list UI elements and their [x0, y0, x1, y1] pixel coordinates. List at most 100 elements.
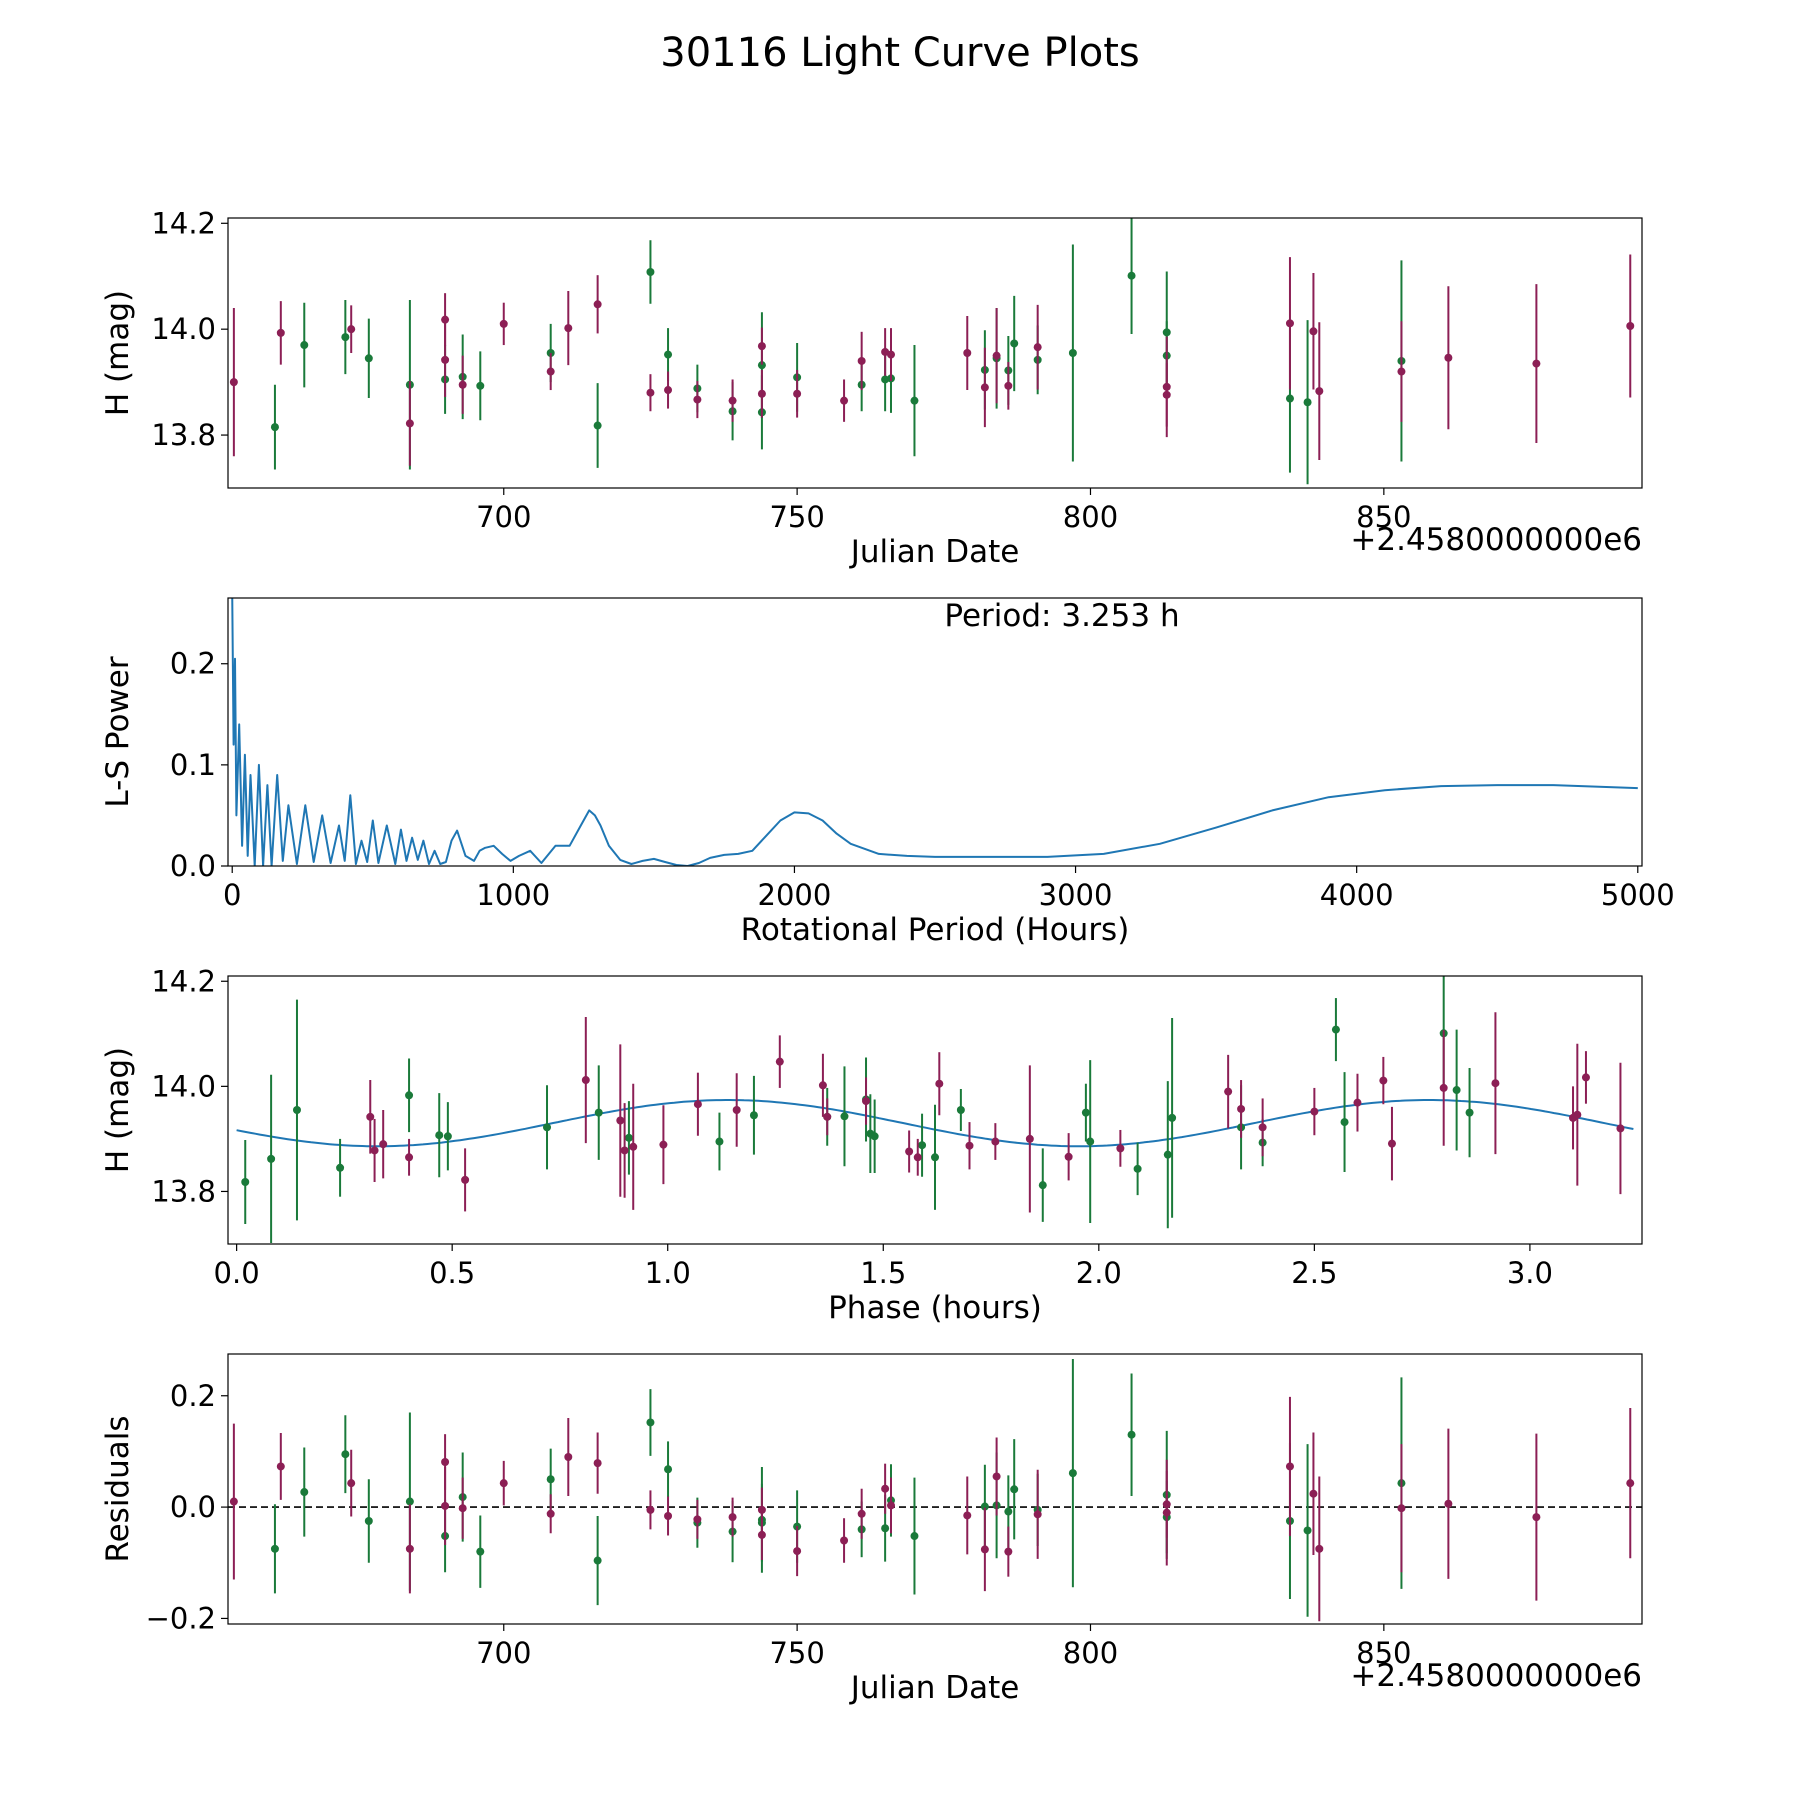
data-point [840, 396, 849, 405]
data-point [732, 1106, 741, 1114]
data-point [1315, 1544, 1324, 1553]
data-point [341, 1450, 350, 1459]
data-point [1397, 1504, 1406, 1513]
data-point [543, 1123, 552, 1132]
x-tick-label: 5000 [1601, 878, 1675, 912]
data-point [1038, 1181, 1047, 1190]
data-point [1237, 1104, 1246, 1113]
data-point [441, 355, 450, 364]
data-point [435, 1131, 444, 1140]
data-point [728, 1513, 737, 1522]
data-point [693, 395, 702, 404]
data-point [370, 1146, 379, 1155]
x-axis-offset: +2.4580000000e6 [1350, 522, 1642, 558]
data-point [1444, 353, 1453, 362]
x-tick-label: 2.0 [1076, 1256, 1122, 1290]
x-tick-label: 1000 [476, 878, 550, 912]
data-point [1162, 1508, 1171, 1517]
series-g [270, 218, 1406, 485]
data-point [980, 383, 989, 392]
data-point [818, 1081, 827, 1090]
data-point [1626, 322, 1635, 330]
x-tick-label: 3000 [1039, 878, 1113, 912]
data-point [443, 1132, 452, 1141]
data-point [886, 350, 895, 359]
data-point [1004, 381, 1013, 390]
data-point [270, 423, 279, 432]
data-point [646, 268, 655, 276]
y-tick-label: 0.2 [170, 1379, 216, 1413]
data-point [775, 1057, 784, 1066]
data-point [757, 361, 766, 370]
data-point [1068, 349, 1077, 357]
data-point [229, 378, 238, 387]
series-r [229, 1396, 1635, 1622]
data-point [405, 1153, 414, 1162]
data-point [1439, 1083, 1448, 1092]
data-point [1127, 271, 1136, 280]
data-point [405, 1544, 414, 1553]
data-point [646, 1505, 655, 1514]
x-tick-label: 800 [1063, 1636, 1118, 1670]
x-tick-label: 3.0 [1507, 1256, 1553, 1290]
data-point [1086, 1137, 1095, 1146]
data-point [1162, 382, 1171, 391]
data-point [664, 386, 673, 395]
x-axis-label: Julian Date [849, 1670, 1020, 1706]
data-point [1387, 1139, 1396, 1148]
data-point [1258, 1123, 1267, 1132]
data-point [905, 1147, 914, 1156]
x-tick-label: 750 [769, 1636, 824, 1670]
data-point [963, 1511, 972, 1520]
axes-frame [227, 597, 1643, 867]
data-point [276, 1462, 285, 1471]
data-point [593, 421, 602, 430]
x-tick-label: 0.5 [429, 1256, 475, 1290]
x-tick-label: 850 [1356, 500, 1411, 534]
data-point [564, 1452, 573, 1461]
data-point [593, 1556, 602, 1565]
periodogram-line [231, 598, 1638, 866]
data-point [886, 1501, 895, 1510]
data-point [1353, 1098, 1362, 1107]
data-point [664, 1512, 673, 1520]
data-point [499, 1479, 508, 1488]
data-point [1033, 1510, 1042, 1519]
data-point [757, 342, 766, 351]
data-point [980, 1502, 989, 1511]
y-tick-label: 0.2 [170, 647, 216, 681]
light-curve-plot-area [229, 218, 1635, 485]
x-axis-offset: +2.4580000000e6 [1350, 1658, 1642, 1694]
data-point [1004, 1507, 1013, 1516]
x-tick-label: 2.5 [1291, 1256, 1337, 1290]
data-point [857, 356, 866, 365]
data-point [1004, 1547, 1013, 1556]
data-point [276, 328, 285, 337]
data-point [991, 1137, 1000, 1146]
periodogram-plot-area [231, 598, 1638, 866]
phase-plot-panel: 0.0 0.5 1.0 1.5 2.0 2.5 3.0 13.8 14.0 14.2 Phase (… [100, 964, 1643, 1326]
data-point [1081, 1108, 1090, 1117]
data-point [1309, 1489, 1318, 1498]
data-point [1616, 1124, 1625, 1133]
axes-frame [227, 975, 1643, 1245]
data-point [405, 419, 414, 428]
data-point [992, 351, 1001, 360]
x-tick-label: 0.0 [214, 1256, 260, 1290]
data-point [1163, 1150, 1172, 1159]
data-point [336, 1163, 345, 1172]
data-point [593, 300, 602, 309]
data-point [616, 1116, 625, 1125]
data-point [1224, 1087, 1233, 1096]
data-point [546, 1509, 555, 1518]
data-point [499, 319, 508, 328]
data-point [341, 333, 350, 342]
residuals-panel: 700 750 800 850 −0.2 0.0 0.2 Julian Date Residua… [100, 1353, 1643, 1706]
data-point [1285, 319, 1294, 328]
data-point [1465, 1108, 1474, 1117]
data-point [728, 396, 737, 405]
data-point [379, 1140, 388, 1149]
data-point [1452, 1086, 1461, 1095]
x-tick-label: 1.0 [645, 1256, 691, 1290]
